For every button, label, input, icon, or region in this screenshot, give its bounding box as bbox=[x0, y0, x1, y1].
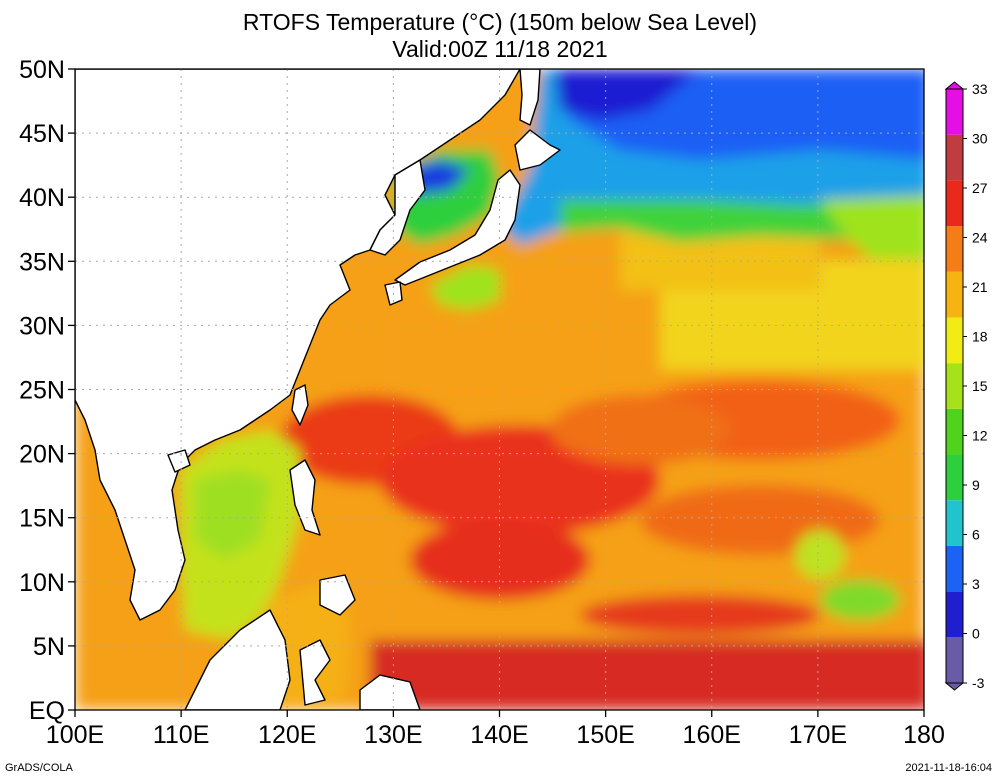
colorbar-swatch bbox=[946, 363, 963, 409]
map-title: RTOFS Temperature (°C) (150m below Sea L… bbox=[242, 9, 758, 35]
colorbar-swatch bbox=[946, 89, 963, 135]
colorbar-bottom-arrow bbox=[944, 682, 965, 691]
colorbar-label: -3 bbox=[972, 675, 985, 691]
lon-tick-label: 170E bbox=[789, 721, 847, 749]
colorbar-label: 15 bbox=[972, 378, 988, 394]
land-masses bbox=[75, 69, 561, 710]
hainan bbox=[167, 449, 191, 473]
lat-tick-label: 40N bbox=[19, 184, 65, 212]
map-valid-time: Valid:00Z 11/18 2021 bbox=[392, 36, 608, 62]
lon-tick-label: 150E bbox=[576, 721, 634, 749]
colorbar-swatch bbox=[946, 271, 963, 318]
axis-ticks: 100E 110E 120E 130E 140E 150E 160E 170E 180 EQ 5N 1… bbox=[19, 56, 945, 749]
colorbar-swatch bbox=[946, 545, 963, 592]
colorbar-swatch bbox=[946, 317, 963, 364]
lon-tick-label: 100E bbox=[46, 721, 104, 749]
lat-tick-label: 10N bbox=[19, 569, 65, 597]
footer-credit: GrADS/COLA bbox=[5, 762, 73, 774]
colorbar-label: 9 bbox=[972, 477, 980, 493]
hokkaido bbox=[514, 129, 561, 171]
colorbar-label: 18 bbox=[972, 329, 988, 345]
lon-tick-label: 180 bbox=[903, 721, 945, 749]
lat-tick-label: 15N bbox=[19, 505, 65, 533]
colorbar-label: 0 bbox=[972, 626, 980, 642]
lat-tick-label: 5N bbox=[33, 633, 65, 661]
colorbar-top-arrow bbox=[944, 81, 965, 90]
colorbar-swatch bbox=[946, 134, 963, 181]
colorbar-label: 12 bbox=[972, 428, 988, 444]
new-guinea bbox=[359, 674, 421, 710]
lon-tick-label: 160E bbox=[683, 721, 741, 749]
colorbar-swatch bbox=[946, 591, 963, 638]
colorbar: -3 0 3 6 9 12 15 18 21 24 27 30 33 bbox=[944, 81, 988, 691]
colorbar-swatch bbox=[946, 180, 963, 227]
lat-tick-label: 30N bbox=[19, 312, 65, 340]
taiwan bbox=[291, 384, 309, 426]
colorbar-swatch bbox=[946, 500, 963, 546]
colorbar-swatch bbox=[946, 408, 963, 455]
colorbar-swatch bbox=[946, 637, 963, 683]
asia-mainland bbox=[75, 69, 521, 621]
lon-tick-label: 110E bbox=[153, 721, 210, 749]
colorbar-label: 33 bbox=[972, 81, 988, 97]
luzon bbox=[289, 459, 321, 536]
lon-tick-label: 120E bbox=[258, 721, 316, 749]
lon-tick-label: 140E bbox=[470, 721, 528, 749]
japan-honshu bbox=[394, 169, 521, 286]
colorbar-label: 21 bbox=[972, 279, 988, 295]
lat-tick-label: 20N bbox=[19, 441, 65, 469]
mindanao bbox=[319, 574, 356, 616]
lat-tick-label: 35N bbox=[19, 248, 65, 276]
borneo bbox=[184, 609, 291, 710]
map-gridlines bbox=[75, 69, 924, 710]
sakhalin bbox=[519, 69, 541, 126]
sulawesi bbox=[299, 639, 331, 706]
footer-timestamp: 2021-11-18-16:04 bbox=[905, 762, 992, 774]
lon-tick-label: 130E bbox=[364, 721, 422, 749]
colorbar-label: 30 bbox=[972, 131, 988, 147]
colorbar-swatch bbox=[946, 454, 963, 501]
colorbar-label: 27 bbox=[972, 180, 988, 196]
colorbar-label: 6 bbox=[972, 527, 980, 543]
colorbar-label: 3 bbox=[972, 576, 980, 592]
lat-tick-label: EQ bbox=[29, 697, 65, 725]
lat-tick-label: 45N bbox=[19, 120, 65, 148]
lat-tick-label: 25N bbox=[19, 377, 65, 405]
colorbar-swatch bbox=[946, 226, 963, 272]
colorbar-label: 24 bbox=[972, 230, 988, 246]
korea bbox=[369, 159, 426, 256]
lat-tick-label: 50N bbox=[19, 56, 65, 84]
